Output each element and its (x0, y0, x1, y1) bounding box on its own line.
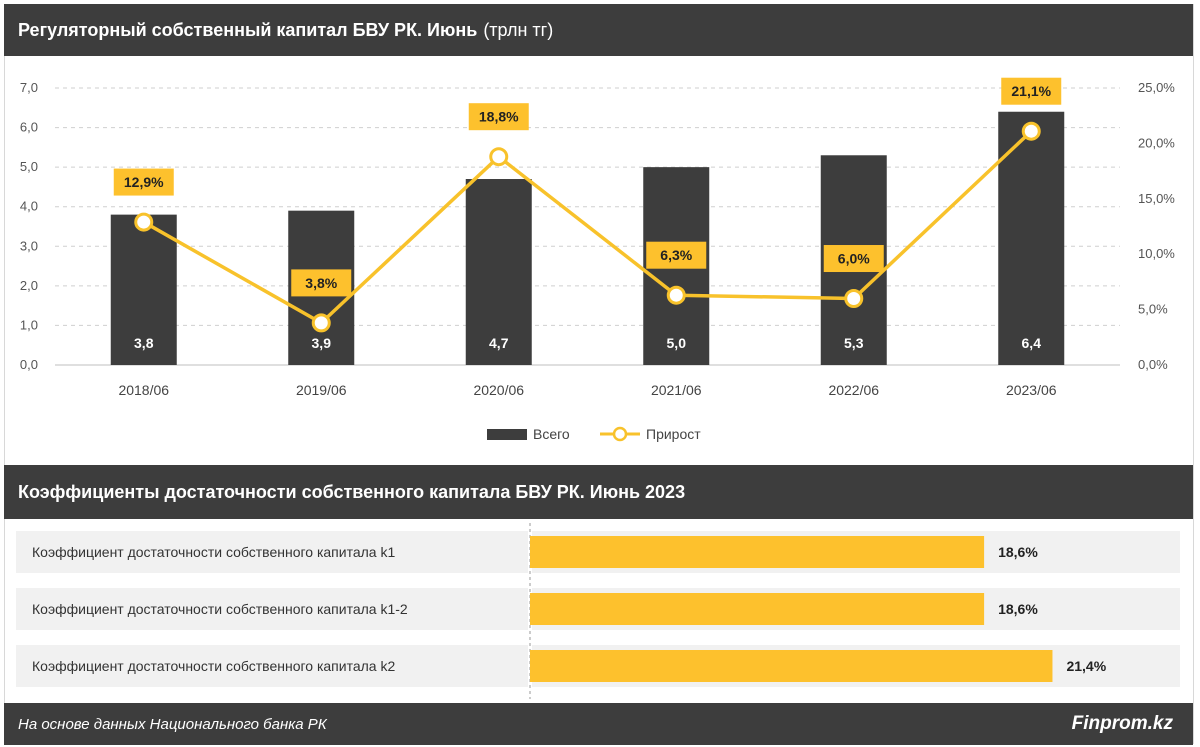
chart-title-unit: (трлн тг) (483, 19, 554, 40)
growth-point (489, 147, 509, 167)
growth-point (666, 285, 686, 305)
right-axis-ticks: 0,0% 5,0% 10,0% 15,0% 20,0% 25,0% (1138, 80, 1175, 372)
section2-title: Коэффициенты достаточности собственного … (18, 481, 686, 502)
legend-line-label: Прирост (646, 426, 701, 442)
right-tick-label: 20,0% (1138, 135, 1175, 150)
source-note: На основе данных Национального банка РК (18, 715, 327, 733)
left-tick-label: 7,0 (20, 80, 38, 95)
left-tick-label: 0,0 (20, 357, 38, 372)
brand-logo: Finprom.kz (1071, 713, 1173, 734)
growth-point (1021, 121, 1041, 141)
right-tick-label: 25,0% (1138, 80, 1175, 95)
bar (465, 179, 532, 365)
combo-chart: 0,0 1,0 2,0 3,0 4,0 5,0 6,0 7,0 0,0% 5,0% 10,0% 15… (20, 77, 1175, 442)
growth-point (311, 313, 331, 333)
bar-value-label: 6,4 (1022, 335, 1042, 351)
x-tick-label: 2023/06 (1006, 382, 1057, 398)
ratio-row-label: Коэффициент достаточности собственного к… (32, 658, 395, 674)
bar-value-label: 5,3 (844, 335, 864, 351)
legend-bar-label: Всего (533, 426, 570, 442)
bar-value-label: 3,8 (134, 335, 154, 351)
growth-label-box (113, 168, 174, 196)
chart-title-band: Регуляторный собственный капитал БВУ РК.… (4, 4, 1193, 56)
growth-label-box (291, 269, 352, 297)
growth-label-box (468, 103, 529, 131)
ratio-row-bg (16, 588, 528, 630)
left-tick-label: 3,0 (20, 238, 38, 253)
growth-label-box (1001, 77, 1062, 105)
x-tick-label: 2020/06 (473, 382, 524, 398)
grid-lines (55, 87, 1120, 366)
growth-value-label: 6,3% (660, 247, 692, 263)
growth-line (134, 121, 1041, 333)
x-axis-labels: 2018/06 2019/06 2020/06 2021/06 2022/06 2023/… (118, 382, 1056, 398)
legend: Всего Прирост (487, 426, 701, 442)
ratio-row-bg (16, 645, 528, 687)
right-tick-label: 15,0% (1138, 191, 1175, 206)
left-tick-label: 6,0 (20, 120, 38, 135)
growth-value-label: 12,9% (124, 174, 164, 190)
section2-title-band: Коэффициенты достаточности собственного … (4, 465, 1193, 519)
ratio-value-label: 18,6% (998, 601, 1038, 617)
ratio-rows: Коэффициент достаточности собственного к… (16, 523, 1180, 699)
left-tick-label: 1,0 (20, 317, 38, 332)
ratio-row-label: Коэффициент достаточности собственного к… (32, 601, 408, 617)
ratio-bar (530, 536, 985, 568)
footer-band: На основе данных Национального банка РК … (4, 703, 1193, 745)
bar-value-label: 5,0 (667, 335, 687, 351)
growth-value-label: 18,8% (479, 109, 519, 125)
ratio-bar (530, 593, 985, 625)
ratio-value-label: 21,4% (1066, 658, 1106, 674)
left-axis-ticks: 0,0 1,0 2,0 3,0 4,0 5,0 6,0 7,0 (20, 80, 38, 372)
growth-value-label: 3,8% (305, 275, 337, 291)
x-tick-label: 2018/06 (118, 382, 169, 398)
right-tick-label: 10,0% (1138, 246, 1175, 261)
legend-bar-swatch (487, 429, 527, 440)
x-tick-label: 2021/06 (651, 382, 702, 398)
bar-value-labels: 3,8 3,9 4,7 5,0 5,3 6,4 (134, 335, 1041, 351)
right-tick-label: 0,0% (1138, 357, 1168, 372)
bar (110, 214, 177, 365)
ratio-bar (530, 650, 1053, 682)
ratio-bar-chart: Коэффициент достаточности собственного к… (16, 523, 1180, 699)
growth-label-box (646, 241, 707, 269)
right-tick-label: 5,0% (1138, 302, 1168, 317)
chart-title: Регуляторный собственный капитал БВУ РК.… (18, 19, 478, 40)
growth-line-path (142, 129, 1033, 325)
ratio-row-bg (16, 531, 528, 573)
legend-line-marker (612, 426, 628, 442)
ratio-row-label: Коэффициент достаточности собственного к… (32, 544, 395, 560)
growth-point (134, 212, 154, 232)
ratio-value-label: 18,6% (998, 544, 1038, 560)
growth-value-labels: 12,9% 3,8% 18,8% 6,3% 6,0% 21,1% (113, 77, 1062, 297)
bar-value-label: 4,7 (489, 335, 509, 351)
x-tick-label: 2022/06 (828, 382, 879, 398)
growth-value-label: 6,0% (838, 251, 870, 267)
growth-label-box (823, 245, 884, 273)
bar-value-label: 3,9 (312, 335, 332, 351)
left-tick-label: 5,0 (20, 159, 38, 174)
bar (998, 111, 1065, 365)
growth-point (844, 289, 864, 309)
left-tick-label: 2,0 (20, 278, 38, 293)
bars (110, 111, 1065, 365)
growth-value-label: 21,1% (1011, 83, 1051, 99)
left-tick-label: 4,0 (20, 199, 38, 214)
x-tick-label: 2019/06 (296, 382, 347, 398)
